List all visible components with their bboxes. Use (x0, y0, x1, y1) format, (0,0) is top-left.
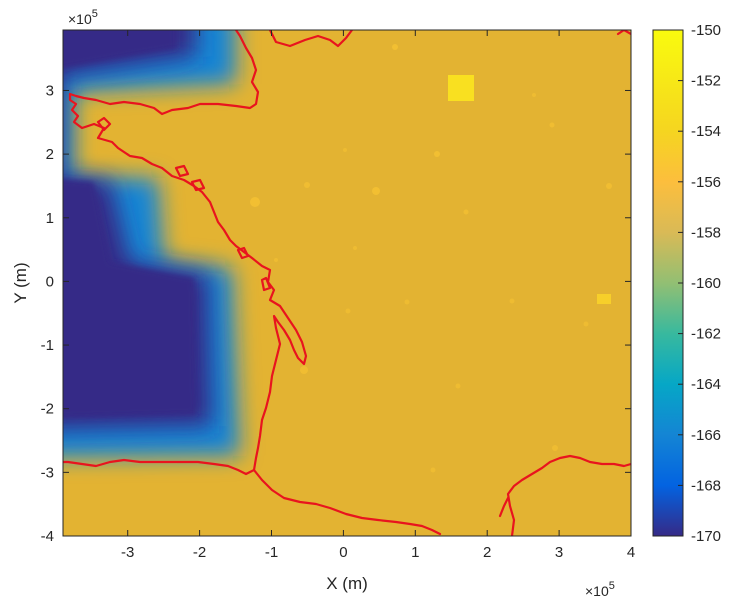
colorbar-tick-label: -160 (691, 275, 721, 292)
colorbar-tick-label: -154 (691, 123, 721, 140)
heatmap-hotspots (250, 44, 612, 473)
coastline-overlay (63, 30, 631, 536)
y-tick-label: 1 (46, 210, 54, 227)
y-tick-label: 2 (46, 146, 54, 163)
y-tick-label: -2 (41, 401, 54, 418)
x-tick-label: 0 (339, 544, 347, 561)
heatmap-low-region (63, 30, 240, 458)
x-axis-ticks: -3 -2 -1 0 1 2 3 4 (121, 30, 635, 561)
x-tick-label: 3 (555, 544, 563, 561)
x-tick-label: 1 (411, 544, 419, 561)
x-axis-exponent: ×105 (585, 580, 615, 599)
heatmap-field (63, 30, 631, 536)
y-tick-label: 3 (46, 82, 54, 99)
y-axis-exponent: ×105 (68, 8, 98, 27)
coastline-corsica (498, 496, 510, 518)
coastline-north (268, 30, 354, 48)
y-tick-label: -3 (41, 464, 54, 481)
coastline-south (252, 468, 442, 536)
y-tick-label: -4 (41, 528, 54, 545)
colorbar-tick-label: -156 (691, 174, 721, 191)
colorbar: -150 -152 -154 -156 -158 -160 -162 -164 -166 -168… (652, 22, 721, 545)
coastline-islands (96, 116, 272, 292)
colorbar-tick-label: -166 (691, 427, 721, 444)
x-tick-label: -2 (193, 544, 206, 561)
x-tick-label: -3 (121, 544, 134, 561)
colorbar-tick-label: -152 (691, 73, 721, 90)
colorbar-tick-label: -162 (691, 326, 721, 343)
colorbar-tick-label: -164 (691, 376, 721, 393)
plot-frame (62, 29, 632, 537)
x-axis-label: X (m) (326, 574, 368, 593)
x-tick-label: 4 (627, 544, 635, 561)
y-axis-label: Y (m) (11, 262, 30, 303)
y-tick-label: 0 (46, 273, 54, 290)
coastline-west (63, 30, 308, 476)
colorbar-ticks: -150 -152 -154 -156 -158 -160 -162 -164 -166 -168… (678, 22, 721, 545)
colorbar-tick-label: -168 (691, 477, 721, 494)
colorbar-tick-label: -170 (691, 528, 721, 545)
colorbar-tick-label: -158 (691, 224, 721, 241)
x-tick-label: -1 (265, 544, 278, 561)
colorbar-tick-label: -150 (691, 22, 721, 39)
y-axis-ticks: 3 2 1 0 -1 -2 -3 -4 (41, 82, 631, 545)
x-tick-label: 2 (483, 544, 491, 561)
y-tick-label: -1 (41, 337, 54, 354)
coastline-northeast-corner (616, 30, 631, 36)
